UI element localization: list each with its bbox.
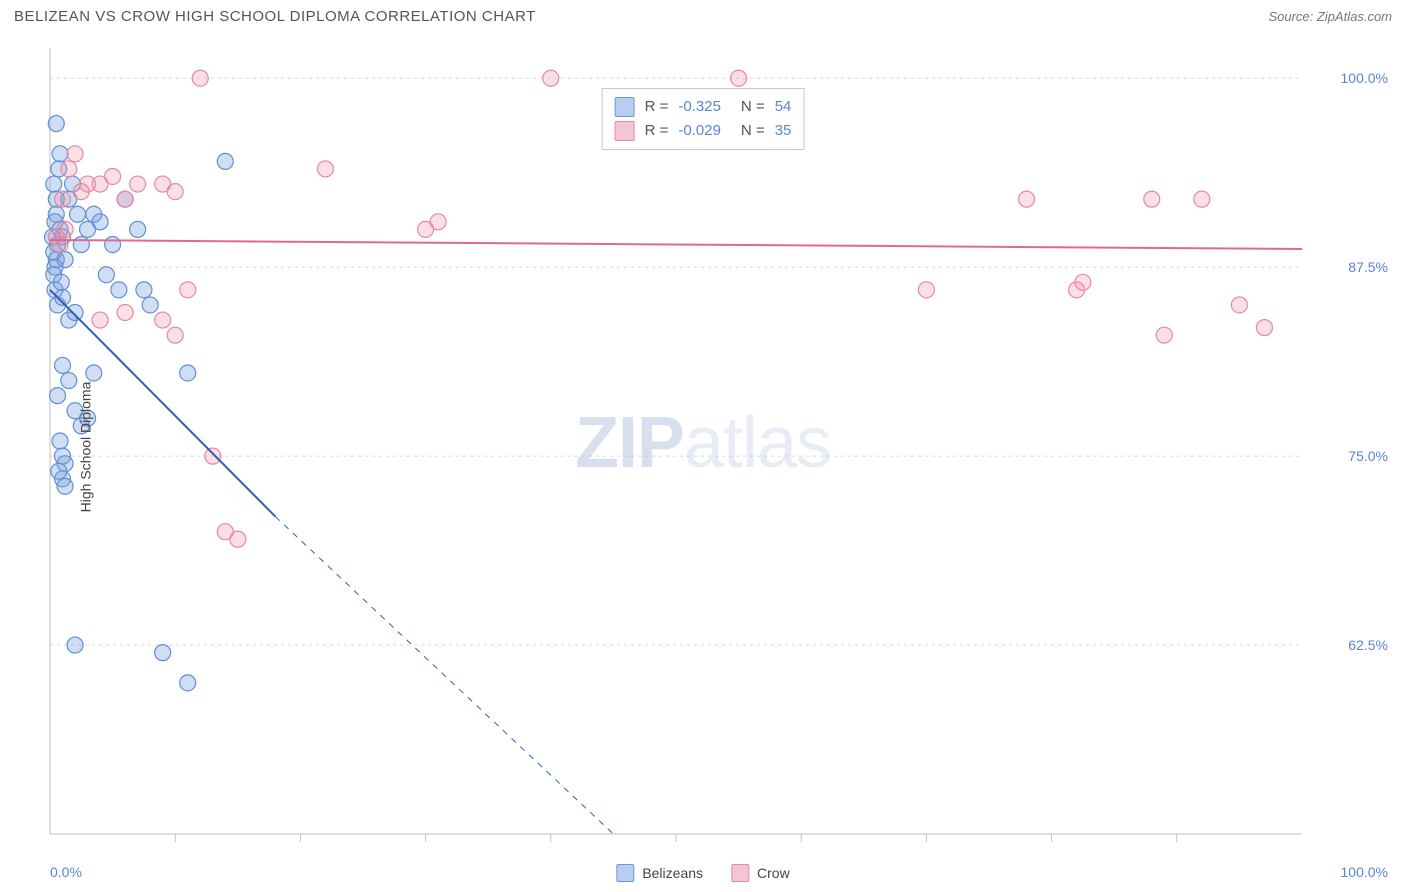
data-point [111, 282, 127, 298]
data-point [98, 267, 114, 283]
stat-r-value: -0.029 [678, 119, 721, 143]
data-point [61, 161, 77, 177]
data-point [52, 433, 68, 449]
data-point [55, 357, 71, 373]
data-point [180, 675, 196, 691]
data-point [180, 282, 196, 298]
data-point [67, 305, 83, 321]
trend-line-extrapolated [275, 517, 613, 834]
data-point [543, 70, 559, 86]
data-point [1019, 191, 1035, 207]
data-point [57, 252, 73, 268]
data-point [52, 146, 68, 162]
data-point [180, 365, 196, 381]
data-point [61, 373, 77, 389]
trend-line [50, 240, 1302, 249]
y-tick-label: 75.0% [1348, 448, 1392, 464]
data-point [731, 70, 747, 86]
legend-label: Crow [757, 865, 790, 881]
data-point [1075, 274, 1091, 290]
data-point [52, 237, 68, 253]
data-point [50, 388, 66, 404]
data-point [142, 297, 158, 313]
data-point [67, 146, 83, 162]
data-point [92, 214, 108, 230]
data-point [73, 184, 89, 200]
data-point [1156, 327, 1172, 343]
legend-swatch [731, 864, 749, 882]
x-axis-min-label: 0.0% [50, 864, 82, 880]
legend-swatch [616, 864, 634, 882]
data-point [53, 274, 69, 290]
data-point [1256, 320, 1272, 336]
data-point [117, 305, 133, 321]
stat-r-label: R = [645, 119, 669, 143]
y-tick-label: 87.5% [1348, 259, 1392, 275]
scatter-chart [14, 42, 1392, 852]
data-point [70, 206, 86, 222]
data-point [57, 478, 73, 494]
chart-title: BELIZEAN VS CROW HIGH SCHOOL DIPLOMA COR… [14, 8, 536, 25]
correlation-legend: R = -0.325 N = 54 R = -0.029 N = 35 [602, 88, 805, 150]
stat-r-label: R = [645, 95, 669, 119]
legend-swatch [615, 97, 635, 117]
legend-label: Belizeans [642, 865, 703, 881]
data-point [1194, 191, 1210, 207]
legend-item: Belizeans [616, 864, 703, 882]
data-point [205, 448, 221, 464]
data-point [48, 116, 64, 132]
data-point [130, 221, 146, 237]
data-point [57, 221, 73, 237]
data-point [117, 191, 133, 207]
legend-row: R = -0.325 N = 54 [615, 95, 792, 119]
data-point [67, 637, 83, 653]
data-point [46, 176, 62, 192]
stat-n-value: 54 [775, 95, 792, 119]
y-tick-label: 62.5% [1348, 637, 1392, 653]
data-point [155, 312, 171, 328]
data-point [105, 168, 121, 184]
chart-area: High School Diploma ZIPatlas R = -0.325N… [14, 42, 1392, 852]
stat-n-value: 35 [775, 119, 792, 143]
data-point [55, 191, 71, 207]
data-point [230, 531, 246, 547]
data-point [1231, 297, 1247, 313]
data-point [430, 214, 446, 230]
stat-n-label: N = [741, 95, 765, 119]
x-axis-max-label: 100.0% [1341, 864, 1388, 880]
data-point [167, 327, 183, 343]
legend-item: Crow [731, 864, 790, 882]
source-label: Source: ZipAtlas.com [1268, 9, 1392, 24]
data-point [86, 365, 102, 381]
y-axis-label: High School Diploma [77, 382, 93, 513]
data-point [918, 282, 934, 298]
data-point [167, 184, 183, 200]
stat-n-label: N = [741, 119, 765, 143]
data-point [155, 645, 171, 661]
data-point [136, 282, 152, 298]
y-tick-label: 100.0% [1341, 70, 1392, 86]
data-point [217, 153, 233, 169]
legend-row: R = -0.029 N = 35 [615, 119, 792, 143]
data-point [73, 237, 89, 253]
data-point [92, 312, 108, 328]
legend-swatch [615, 121, 635, 141]
data-point [192, 70, 208, 86]
data-point [51, 463, 67, 479]
data-point [130, 176, 146, 192]
data-point [317, 161, 333, 177]
data-point [1144, 191, 1160, 207]
series-legend: Belizeans Crow [616, 864, 789, 882]
x-axis-row: 0.0% Belizeans Crow 100.0% [14, 856, 1392, 884]
stat-r-value: -0.325 [678, 95, 721, 119]
data-point [105, 237, 121, 253]
